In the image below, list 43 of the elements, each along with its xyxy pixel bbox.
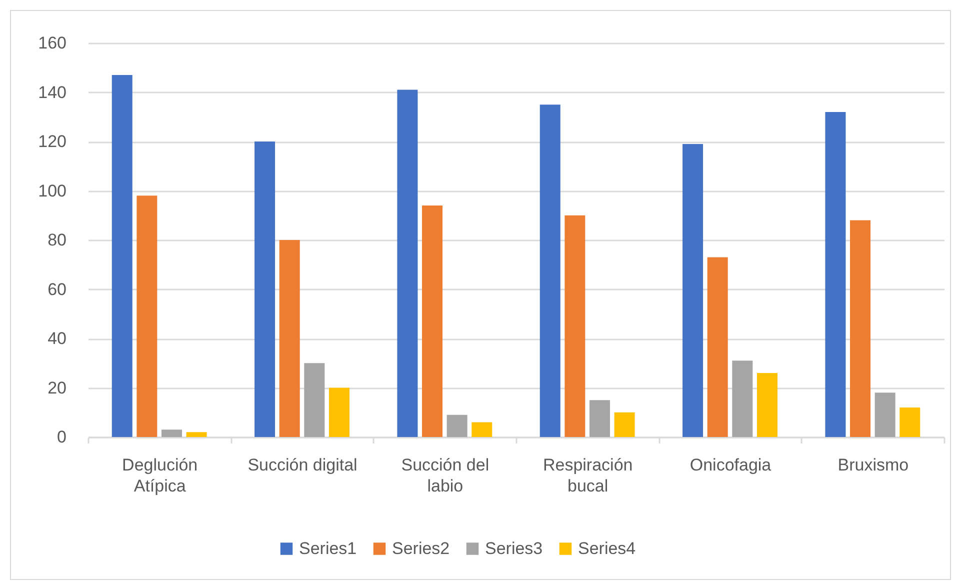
bar [900,407,920,437]
x-tick-label: Respiración bucal [542,456,633,496]
x-tick-label: Succión del labio [401,456,490,496]
x-tick-label: Onicofagia [690,456,772,474]
y-tick-label: 40 [48,329,66,348]
legend-label: Series4 [578,538,636,558]
bar [756,372,778,437]
y-tick-label: 0 [57,428,66,446]
bar [328,388,350,437]
bar [540,104,560,437]
bar [850,220,871,437]
bar [707,257,728,437]
bar [874,392,896,437]
legend-label: Series3 [485,538,543,558]
x-tick-label: Bruxismo [838,456,909,474]
legend-label: Series2 [392,538,450,558]
y-tick-label: 100 [38,181,66,200]
bar [589,400,610,437]
bar [397,90,418,437]
bar [422,206,443,437]
bar [472,422,492,437]
bar [186,432,207,437]
bar [161,430,182,437]
bar [732,360,753,437]
y-tick-label: 120 [38,132,66,151]
bar [564,215,586,437]
bar [682,144,704,437]
legend-label: Series1 [299,538,357,558]
bar [112,75,132,437]
bar [614,412,635,437]
y-tick-label: 20 [48,378,66,398]
x-tick-label: Deglución Atípica [122,456,198,496]
bar [254,142,276,437]
y-tick-label: 60 [48,280,66,299]
y-tick-label: 160 [38,34,66,52]
bar [825,112,846,437]
bar [304,363,325,437]
bar [136,196,158,437]
x-tick-label: Succión digital [248,456,358,474]
y-tick-label: 80 [48,230,66,250]
y-tick-label: 140 [38,82,66,102]
bar [279,240,300,437]
bar [446,414,468,437]
